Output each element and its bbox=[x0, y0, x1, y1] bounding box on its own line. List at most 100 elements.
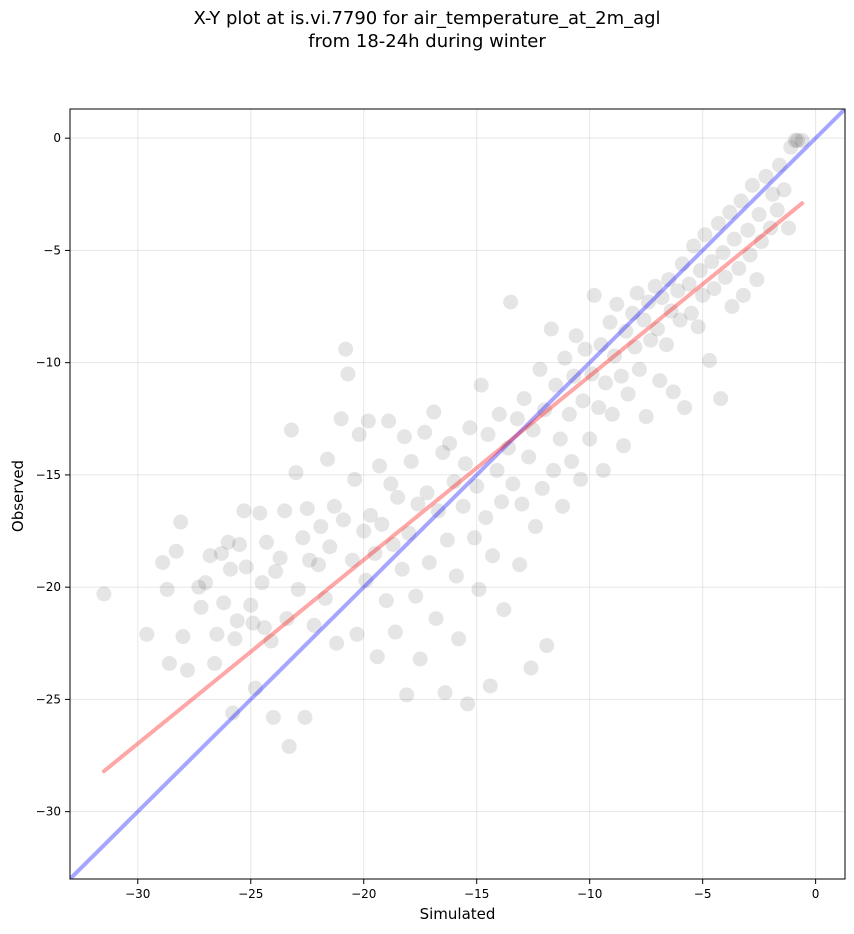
scatter-point bbox=[706, 281, 722, 297]
scatter-point bbox=[320, 451, 336, 467]
scatter-point bbox=[485, 548, 501, 564]
scatter-point bbox=[616, 438, 632, 454]
scatter-point bbox=[419, 485, 435, 501]
scatter-point bbox=[390, 489, 406, 505]
scatter-point bbox=[735, 287, 751, 303]
scatter-point bbox=[231, 537, 247, 553]
scatter-point bbox=[509, 411, 525, 427]
scatter-point bbox=[311, 557, 327, 573]
scatter-point bbox=[762, 220, 778, 236]
scatter-point bbox=[631, 361, 647, 377]
scatter-point bbox=[787, 132, 803, 148]
scatter-point bbox=[259, 534, 275, 550]
scatter-point bbox=[512, 557, 528, 573]
scatter-point bbox=[272, 550, 288, 566]
scatter-point bbox=[595, 462, 611, 478]
scatter-point bbox=[573, 471, 589, 487]
scatter-point bbox=[439, 532, 455, 548]
scatter-point bbox=[385, 537, 401, 553]
scatter-point bbox=[496, 602, 512, 618]
scatter-point bbox=[742, 247, 758, 263]
x-tick-label: −30 bbox=[125, 887, 150, 901]
scatter-point bbox=[710, 215, 726, 231]
scatter-point bbox=[532, 361, 548, 377]
scatter-point bbox=[523, 660, 539, 676]
scatter-point bbox=[227, 631, 243, 647]
scatter-point bbox=[462, 420, 478, 436]
scatter-point bbox=[281, 739, 297, 755]
scatter-point bbox=[744, 177, 760, 193]
scatter-point bbox=[758, 168, 774, 184]
scatter-point bbox=[575, 393, 591, 409]
scatter-point bbox=[209, 626, 225, 642]
scatter-point bbox=[695, 287, 711, 303]
scatter-point bbox=[663, 303, 679, 319]
scatter-point bbox=[731, 260, 747, 276]
scatter-point bbox=[360, 413, 376, 429]
scatter-point bbox=[297, 709, 313, 725]
scatter-point bbox=[514, 496, 530, 512]
chart-title-line-2: from 18-24h during winter bbox=[308, 31, 546, 52]
y-tick-label: 0 bbox=[53, 131, 61, 145]
scatter-point bbox=[769, 202, 785, 218]
scatter-point bbox=[690, 319, 706, 335]
scatter-point bbox=[670, 283, 686, 299]
scatter-point bbox=[191, 579, 207, 595]
scatter-point bbox=[410, 496, 426, 512]
y-axis-label: Observed bbox=[9, 459, 27, 533]
scatter-point bbox=[340, 366, 356, 382]
scatter-point bbox=[401, 525, 417, 541]
scatter-point bbox=[489, 462, 505, 478]
scatter-point bbox=[349, 626, 365, 642]
scatter-point bbox=[344, 552, 360, 568]
scatter-point bbox=[403, 453, 419, 469]
scatter-point bbox=[252, 505, 268, 521]
scatter-point bbox=[555, 498, 571, 514]
scatter-point bbox=[494, 494, 510, 510]
scatter-point bbox=[277, 503, 293, 519]
scatter-point bbox=[536, 402, 552, 418]
scatter-point bbox=[717, 269, 733, 285]
scatter-point bbox=[367, 545, 383, 561]
scatter-point bbox=[643, 332, 659, 348]
scatter-point bbox=[412, 651, 428, 667]
scatter-point bbox=[627, 339, 643, 355]
scatter-point bbox=[396, 429, 412, 445]
scatter-point bbox=[561, 406, 577, 422]
chart-title-line-1: X-Y plot at is.vi.7790 for air_temperatu… bbox=[193, 8, 661, 29]
scatter-point bbox=[247, 680, 263, 696]
scatter-point bbox=[647, 278, 663, 294]
scatter-point bbox=[534, 480, 550, 496]
scatter-point bbox=[202, 548, 218, 564]
scatter-point bbox=[268, 563, 284, 579]
scatter-point bbox=[638, 409, 654, 425]
scatter-point bbox=[421, 554, 437, 570]
scatter-point bbox=[482, 678, 498, 694]
scatter-point bbox=[290, 581, 306, 597]
scatter-point bbox=[351, 427, 367, 443]
scatter-point bbox=[473, 377, 489, 393]
scatter-point bbox=[613, 368, 629, 384]
scatter-point bbox=[516, 391, 532, 407]
y-tick-label: −20 bbox=[36, 580, 61, 594]
scatter-point bbox=[430, 503, 446, 519]
scatter-point bbox=[697, 227, 713, 243]
scatter-point bbox=[790, 132, 806, 148]
scatter-point bbox=[636, 312, 652, 328]
scatter-point bbox=[625, 305, 641, 321]
scatter-point bbox=[649, 321, 665, 337]
scatter-point bbox=[665, 384, 681, 400]
scatter-point bbox=[229, 613, 245, 629]
scatter-point bbox=[686, 238, 702, 254]
scatter-point bbox=[749, 272, 765, 288]
scatter-point bbox=[394, 561, 410, 577]
scatter-point bbox=[740, 222, 756, 238]
scatter-point bbox=[527, 519, 543, 535]
scatter-point bbox=[724, 299, 740, 315]
scatter-point bbox=[299, 501, 315, 517]
scatter-point bbox=[338, 341, 354, 357]
scatter-point bbox=[591, 400, 607, 416]
scatter-point bbox=[175, 629, 191, 645]
scatter-point bbox=[546, 462, 562, 478]
x-tick-label: −20 bbox=[351, 887, 376, 901]
